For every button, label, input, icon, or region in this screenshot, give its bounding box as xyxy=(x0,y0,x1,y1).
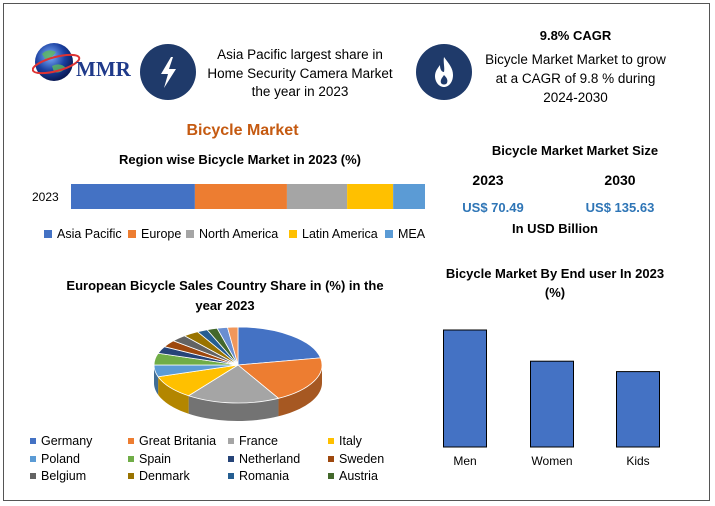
lightning-badge xyxy=(140,44,196,100)
legend-label: Asia Pacific xyxy=(57,227,122,241)
pie-legend-germany: Germany xyxy=(30,434,92,448)
legend-label: Italy xyxy=(339,434,362,448)
legend-swatch xyxy=(128,438,134,444)
info2-text: Bicycle Market Market to grow at a CAGR … xyxy=(485,52,666,105)
size-year-2030: 2030 xyxy=(604,172,636,188)
size-value-2023: US$ 70.49 xyxy=(462,200,524,215)
legend-swatch xyxy=(228,438,234,444)
legend-label: Great Britania xyxy=(139,434,217,448)
legend-label: Spain xyxy=(139,452,171,466)
pie-legend-france: France xyxy=(228,434,278,448)
legend-label: Germany xyxy=(41,434,93,448)
pie-legend-belgium: Belgium xyxy=(30,469,86,483)
flame-badge xyxy=(416,44,472,100)
logo-text: MMR xyxy=(76,57,132,81)
enduser-bar-women xyxy=(530,360,574,448)
pie-legend-austria: Austria xyxy=(328,469,378,483)
pie-side-france xyxy=(188,395,279,421)
legend-swatch xyxy=(228,456,234,462)
legend-label: Austria xyxy=(339,469,378,483)
region-legend-latin-america: Latin America xyxy=(289,227,378,241)
legend-label: MEA xyxy=(398,227,426,241)
legend-swatch xyxy=(128,230,136,238)
legend-swatch xyxy=(385,230,393,238)
legend-swatch xyxy=(128,456,134,462)
pie-slice-great-britania xyxy=(236,357,323,399)
region-legend-mea: MEA xyxy=(385,227,425,241)
enduser-tick-women: Women xyxy=(531,454,572,468)
pie-legend-great-britania: Great Britania xyxy=(128,434,216,448)
legend-label: Denmark xyxy=(139,469,190,483)
main-title: Bicycle Market xyxy=(186,122,299,139)
flame-icon xyxy=(435,57,453,87)
legend-swatch xyxy=(289,230,297,238)
pie-legend-spain: Spain xyxy=(128,452,171,466)
region-chart-category-label: 2023 xyxy=(32,190,59,204)
legend-label: Europe xyxy=(141,227,182,241)
region-legend-north-america: North America xyxy=(186,227,278,241)
market-size-title: Bicycle Market Market Size xyxy=(491,143,659,158)
region-bar-segment-europe xyxy=(194,184,287,209)
pie-legend-poland: Poland xyxy=(30,452,80,466)
pie-side-italy xyxy=(158,376,189,414)
region-stacked-bar xyxy=(71,184,425,209)
enduser-bar-chart: Men Women Kids xyxy=(443,329,660,468)
size-year-2023: 2023 xyxy=(472,172,504,188)
legend-swatch xyxy=(328,456,334,462)
legend-label: Belgium xyxy=(41,469,87,483)
legend-swatch xyxy=(328,438,334,444)
pie-chart xyxy=(153,326,323,421)
pie-side-poland xyxy=(154,365,159,395)
pie-legend-denmark: Denmark xyxy=(128,469,190,483)
lightning-icon xyxy=(161,57,176,88)
size-unit: In USD Billion xyxy=(512,221,598,236)
legend-label: Poland xyxy=(41,452,80,466)
region-chart-title: Region wise Bicycle Market in 2023 (%) xyxy=(118,152,362,167)
region-bar-segment-mea xyxy=(393,184,425,209)
pie-slice-other-2 xyxy=(226,326,239,366)
pie-chart-title: European Bicycle Sales Country Share in … xyxy=(66,278,384,313)
info1-text: Asia Pacific largest share in Home Secur… xyxy=(207,47,393,99)
region-bar-segment-asia-pacific xyxy=(71,184,195,209)
pie-legend-netherland: Netherland xyxy=(228,452,300,466)
infographic-frame xyxy=(3,3,710,501)
pie-slice-france xyxy=(187,364,280,404)
legend-label: Netherland xyxy=(239,452,301,466)
pie-slice-germany xyxy=(237,326,322,366)
pie-legend-italy: Italy xyxy=(328,434,362,448)
legend-swatch xyxy=(328,473,334,479)
enduser-tick-men: Men xyxy=(453,454,476,468)
legend-label: Romania xyxy=(239,469,290,483)
legend-swatch xyxy=(44,230,52,238)
legend-label: North America xyxy=(199,227,279,241)
cagr-title: 9.8% CAGR xyxy=(539,28,612,43)
legend-swatch xyxy=(30,473,36,479)
enduser-chart-title: Bicycle Market By End user In 2023 (%) xyxy=(445,266,665,300)
legend-swatch xyxy=(186,230,194,238)
region-legend-asia-pacific: Asia Pacific xyxy=(44,227,122,241)
pie-legend-sweden: Sweden xyxy=(328,452,384,466)
enduser-tick-kids: Kids xyxy=(626,454,649,468)
region-bar-segment-north-america xyxy=(286,184,348,209)
legend-swatch xyxy=(128,473,134,479)
legend-label: France xyxy=(239,434,278,448)
size-value-2030: US$ 135.63 xyxy=(585,200,655,215)
legend-label: Latin America xyxy=(302,227,378,241)
legend-label: Sweden xyxy=(339,452,385,466)
mmr-logo: MMR xyxy=(32,43,132,81)
enduser-bar-kids xyxy=(616,371,660,448)
legend-swatch xyxy=(30,438,36,444)
enduser-bar-men xyxy=(443,329,487,448)
legend-swatch xyxy=(228,473,234,479)
region-legend-europe: Europe xyxy=(128,227,181,241)
region-bar-segment-latin-america xyxy=(347,184,394,209)
pie-legend-romania: Romania xyxy=(228,469,289,483)
legend-swatch xyxy=(30,456,36,462)
